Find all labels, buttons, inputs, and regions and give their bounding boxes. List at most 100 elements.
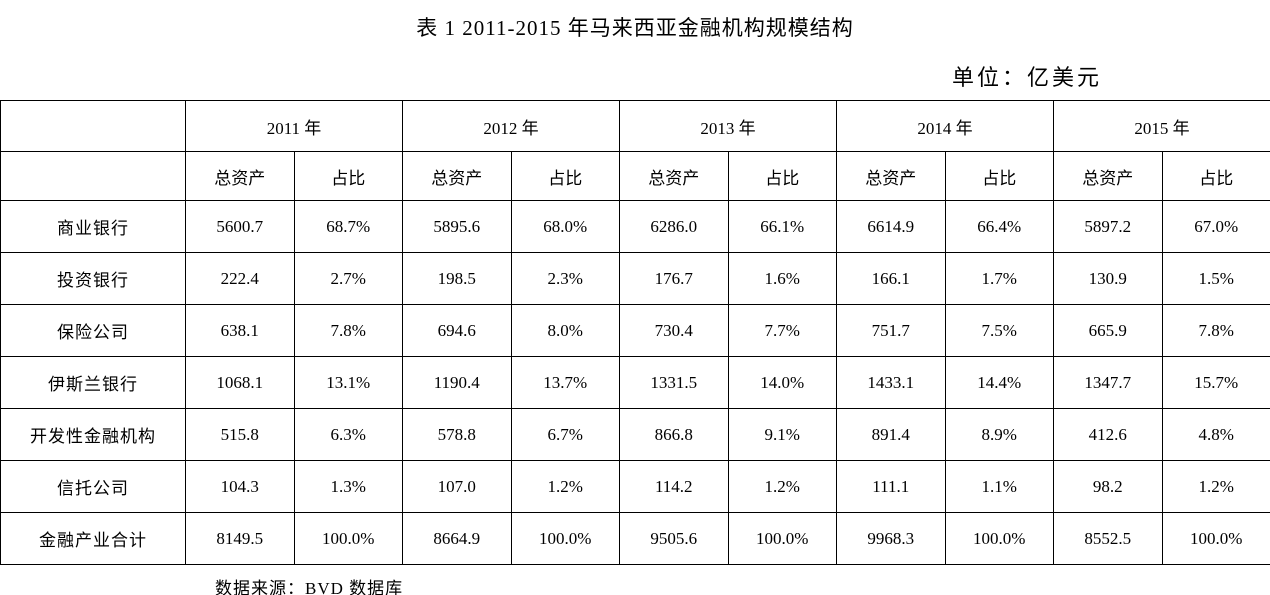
cell-value: 2.7% [293, 252, 403, 305]
cell-value: 107.0 [402, 460, 512, 513]
cell-value: 13.7% [510, 356, 620, 409]
cell-value: 1.5% [1161, 252, 1270, 305]
subheader-total-assets-2012: 总资产 [402, 151, 512, 201]
cell-value: 8.0% [510, 304, 620, 357]
subheader-share-2012: 占比 [510, 151, 620, 201]
subheader-total-assets-2015: 总资产 [1053, 151, 1163, 201]
subheader-share-2014: 占比 [944, 151, 1054, 201]
cell-value: 67.0% [1161, 200, 1270, 253]
cell-value: 9.1% [727, 408, 837, 461]
subheader-row: 总资产 占比 总资产 占比 总资产 占比 总资产 占比 总资产 占比 [0, 151, 1270, 201]
table-row-financial-industry-total: 金融产业合计 8149.5 100.0% 8664.9 100.0% 9505.… [0, 512, 1270, 565]
cell-value: 1331.5 [619, 356, 729, 409]
table-row-insurance-companies: 保险公司 638.1 7.8% 694.6 8.0% 730.4 7.7% 75… [0, 304, 1270, 357]
subheader-share-2011: 占比 [293, 151, 403, 201]
subheader-share-2013: 占比 [727, 151, 837, 201]
cell-value: 6.3% [293, 408, 403, 461]
cell-value: 751.7 [836, 304, 946, 357]
year-header-2013: 2013 年 [619, 100, 837, 152]
cell-value: 68.7% [293, 200, 403, 253]
cell-value: 176.7 [619, 252, 729, 305]
cell-value: 6614.9 [836, 200, 946, 253]
cell-value: 6286.0 [619, 200, 729, 253]
cell-value: 1.2% [1161, 460, 1270, 513]
row-label: 投资银行 [0, 252, 186, 305]
cell-value: 7.5% [944, 304, 1054, 357]
cell-value: 130.9 [1053, 252, 1163, 305]
cell-value: 13.1% [293, 356, 403, 409]
cell-value: 198.5 [402, 252, 512, 305]
cell-value: 100.0% [510, 512, 620, 565]
cell-value: 1347.7 [1053, 356, 1163, 409]
cell-value: 5895.6 [402, 200, 512, 253]
cell-value: 100.0% [1161, 512, 1270, 565]
cell-value: 2.3% [510, 252, 620, 305]
row-label: 伊斯兰银行 [0, 356, 186, 409]
table-row-investment-banks: 投资银行 222.4 2.7% 198.5 2.3% 176.7 1.6% 16… [0, 252, 1270, 305]
cell-value: 114.2 [619, 460, 729, 513]
cell-value: 68.0% [510, 200, 620, 253]
cell-value: 100.0% [727, 512, 837, 565]
subheader-share-2015: 占比 [1161, 151, 1270, 201]
cell-value: 8149.5 [185, 512, 295, 565]
cell-value: 100.0% [293, 512, 403, 565]
cell-value: 1433.1 [836, 356, 946, 409]
row-label: 信托公司 [0, 460, 186, 513]
cell-value: 8552.5 [1053, 512, 1163, 565]
cell-value: 1.1% [944, 460, 1054, 513]
cell-value: 891.4 [836, 408, 946, 461]
table-title: 表 1 2011-2015 年马来西亚金融机构规模结构 [416, 16, 854, 40]
year-header-row: 2011 年 2012 年 2013 年 2014 年 2015 年 [0, 100, 1270, 152]
cell-value: 8664.9 [402, 512, 512, 565]
cell-value: 14.4% [944, 356, 1054, 409]
subheader-total-assets-2014: 总资产 [836, 151, 946, 201]
cell-value: 1.2% [727, 460, 837, 513]
cell-value: 222.4 [185, 252, 295, 305]
data-source-note: 数据来源：BVD 数据库 [215, 579, 404, 595]
table-row-commercial-banks: 商业银行 5600.7 68.7% 5895.6 68.0% 6286.0 66… [0, 200, 1270, 253]
cell-value: 6.7% [510, 408, 620, 461]
corner-cell-top [0, 100, 186, 152]
row-label: 开发性金融机构 [0, 408, 186, 461]
cell-value: 412.6 [1053, 408, 1163, 461]
cell-value: 8.9% [944, 408, 1054, 461]
cell-value: 1068.1 [185, 356, 295, 409]
unit-label: 单位：亿美元 [951, 65, 1102, 90]
cell-value: 9505.6 [619, 512, 729, 565]
cell-value: 694.6 [402, 304, 512, 357]
year-header-2012: 2012 年 [402, 100, 620, 152]
row-label: 商业银行 [0, 200, 186, 253]
cell-value: 104.3 [185, 460, 295, 513]
cell-value: 515.8 [185, 408, 295, 461]
cell-value: 866.8 [619, 408, 729, 461]
cell-value: 5600.7 [185, 200, 295, 253]
subheader-total-assets-2013: 总资产 [619, 151, 729, 201]
cell-value: 166.1 [836, 252, 946, 305]
table-row-development-financial-institutions: 开发性金融机构 515.8 6.3% 578.8 6.7% 866.8 9.1%… [0, 408, 1270, 461]
year-header-2011: 2011 年 [185, 100, 403, 152]
cell-value: 14.0% [727, 356, 837, 409]
cell-value: 66.1% [727, 200, 837, 253]
cell-value: 100.0% [944, 512, 1054, 565]
corner-cell-bottom [0, 151, 186, 201]
table-row-islamic-banks: 伊斯兰银行 1068.1 13.1% 1190.4 13.7% 1331.5 1… [0, 356, 1270, 409]
year-header-2014: 2014 年 [836, 100, 1054, 152]
cell-value: 1.7% [944, 252, 1054, 305]
cell-value: 7.8% [1161, 304, 1270, 357]
table-row-trust-companies: 信托公司 104.3 1.3% 107.0 1.2% 114.2 1.2% 11… [0, 460, 1270, 513]
cell-value: 1.2% [510, 460, 620, 513]
row-label: 保险公司 [0, 304, 186, 357]
cell-value: 1.6% [727, 252, 837, 305]
cell-value: 730.4 [619, 304, 729, 357]
cell-value: 98.2 [1053, 460, 1163, 513]
cell-value: 1190.4 [402, 356, 512, 409]
cell-value: 5897.2 [1053, 200, 1163, 253]
financial-institutions-table: 2011 年 2012 年 2013 年 2014 年 2015 年 总资产 占… [0, 100, 1270, 565]
cell-value: 665.9 [1053, 304, 1163, 357]
cell-value: 111.1 [836, 460, 946, 513]
cell-value: 7.7% [727, 304, 837, 357]
cell-value: 1.3% [293, 460, 403, 513]
subheader-total-assets-2011: 总资产 [185, 151, 295, 201]
row-label: 金融产业合计 [0, 512, 186, 565]
